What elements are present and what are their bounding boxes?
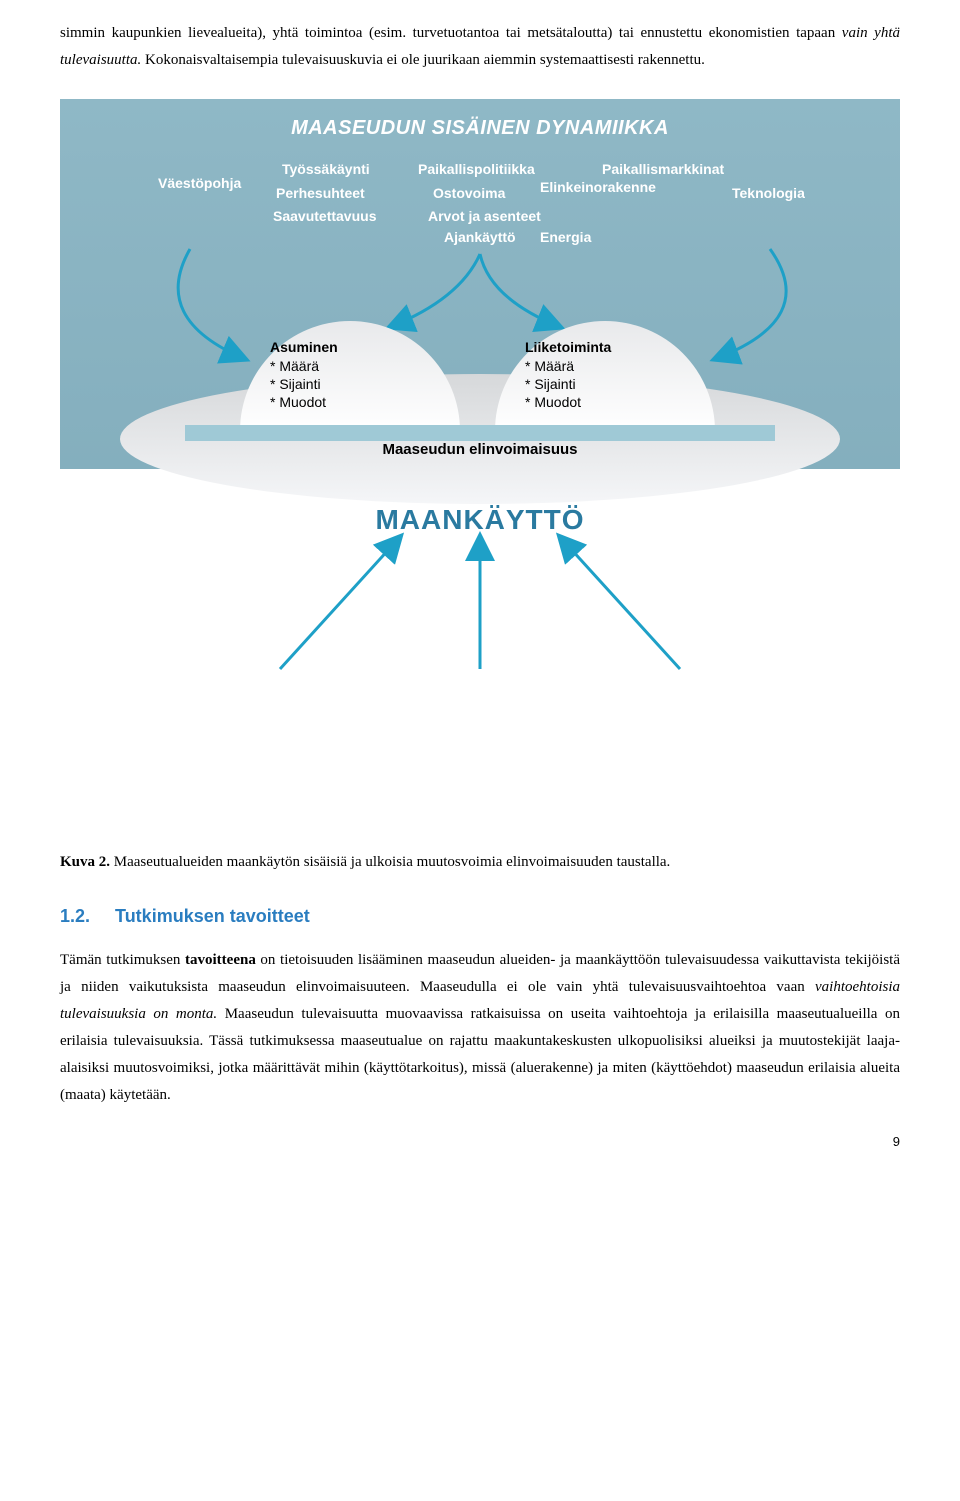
diagram-title-top: MAASEUDUN SISÄINEN DYNAMIIKKA <box>60 117 900 140</box>
dome-right-content: Liiketoiminta * Määrä * Sijainti * Muodo… <box>525 339 611 412</box>
bottom-factor-6: Arvot ja asenteet <box>396 695 501 710</box>
ulkoinen-ohjaus-label: ULKOINEN OHJAUS <box>60 774 900 794</box>
top-factor-11: Teknologia <box>732 185 805 201</box>
dome-left-line1: * Määrä <box>270 357 338 375</box>
figure-caption: Kuva 2. Maaseutualueiden maankäytön sisä… <box>60 854 900 871</box>
top-factor-3: Saavutettavuus <box>273 208 376 224</box>
body-text-a: Tämän tutkimuksen <box>60 952 185 968</box>
bottom-factor-4: Jokamiehenoikeudet <box>228 737 357 752</box>
bottom-factor-3: Verotus <box>295 718 343 733</box>
top-factor-1: Työssäkäynti <box>282 161 370 177</box>
top-factor-0: Väestöpohja <box>158 175 241 191</box>
top-factor-8: Elinkeinorakenne <box>540 179 656 195</box>
section-title: Tutkimuksen tavoitteet <box>115 906 310 926</box>
bottom-factor-0: Alueidenkäytön ohjaus <box>190 675 332 690</box>
intro-paragraph: simmin kaupunkien lievealueita), yhtä to… <box>60 20 900 74</box>
dome-left-line3: * Muodot <box>270 393 338 411</box>
caption-text: Maaseutualueiden maankäytön sisäisiä ja … <box>110 854 670 870</box>
dome-left-line2: * Sijainti <box>270 375 338 393</box>
top-factor-10: Paikallismarkkinat <box>602 161 724 177</box>
caption-prefix: Kuva 2. <box>60 854 110 870</box>
dome-left-content: Asuminen * Määrä * Sijainti * Muodot <box>270 339 338 412</box>
top-factor-5: Ostovoima <box>433 185 505 201</box>
dome-right-line1: * Määrä <box>525 357 611 375</box>
section-heading: 1.2. Tutkimuksen tavoitteet <box>60 906 900 927</box>
bottom-factor-9: Lainsäädäntö <box>600 675 684 690</box>
dome-left-title: Asuminen <box>270 339 338 355</box>
bottom-factor-5: Toimialapolitiikat <box>396 675 501 690</box>
vitality-bar <box>185 425 775 441</box>
bottom-factor-8: Alue- ja maaseutupolitiikka <box>388 737 556 752</box>
body-bold: tavoitteena <box>185 952 256 968</box>
top-factor-6: Arvot ja asenteet <box>428 208 541 224</box>
maankayto-label: MAANKÄYTTÖ <box>60 504 900 536</box>
bottom-factor-1: Kaavoitus <box>280 695 342 710</box>
bottom-factor-2: Normit <box>205 704 247 719</box>
bottom-factor-10: Markkinat, kysyntä <box>616 695 732 710</box>
bottom-factor-11: (tuotteet, palvelut) <box>616 713 729 728</box>
top-factor-4: Paikallispolitiikka <box>418 161 535 177</box>
body-paragraph: Tämän tutkimuksen tavoitteena on tietois… <box>60 947 900 1109</box>
section-number: 1.2. <box>60 906 90 926</box>
dome-right-title: Liiketoiminta <box>525 339 611 355</box>
page-number: 9 <box>60 1134 900 1149</box>
vitality-label: Maaseudun elinvoimaisuus <box>60 441 900 458</box>
intro-text-a: simmin kaupunkien lievealueita), yhtä to… <box>60 25 842 41</box>
top-factor-9: Energia <box>540 229 591 245</box>
top-factor-2: Perhesuhteet <box>276 185 365 201</box>
intro-text-b: Kokonaisvaltaisempia tulevaisuuskuvia ei… <box>141 52 705 68</box>
top-factor-7: Ajankäyttö <box>444 229 516 245</box>
bottom-factor-7: EU <box>527 702 545 717</box>
dome-right-line3: * Muodot <box>525 393 611 411</box>
dynamics-diagram: MAASEUDUN SISÄINEN DYNAMIIKKA Väestöpohj… <box>60 99 900 819</box>
dome-right-line2: * Sijainti <box>525 375 611 393</box>
